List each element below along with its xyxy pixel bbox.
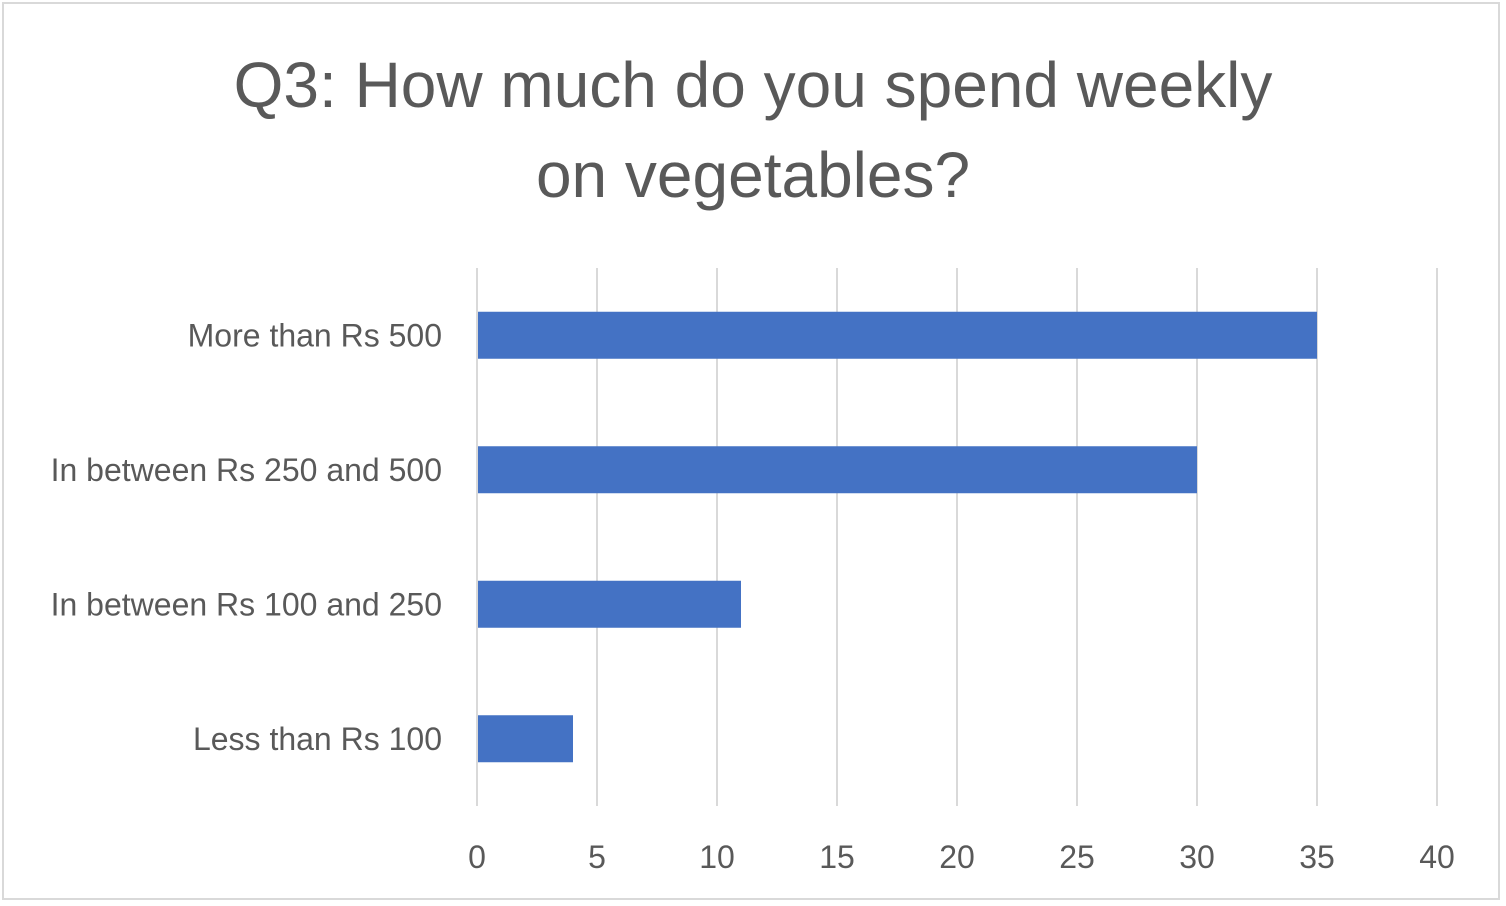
category-label-0: More than Rs 500 (188, 317, 442, 353)
bar-layer (478, 311, 1317, 763)
x-tick-label-35: 35 (1299, 839, 1335, 875)
x-tick-labels: 0 5 10 15 20 25 30 35 40 (468, 839, 1455, 875)
chart-title: Q3: How much do you spend weekly on vege… (0, 40, 1506, 220)
x-tick-label-15: 15 (819, 839, 855, 875)
category-label-3: Less than Rs 100 (193, 721, 442, 757)
x-tick-label-25: 25 (1059, 839, 1095, 875)
bar-0 (478, 311, 1317, 359)
chart-title-line-1: Q3: How much do you spend weekly (233, 49, 1273, 121)
x-tick-label-10: 10 (699, 839, 735, 875)
category-labels: More than Rs 500 In between Rs 250 and 50… (51, 317, 442, 757)
x-tick-label-40: 40 (1419, 839, 1455, 875)
chart-title-line-2: on vegetables? (535, 139, 971, 211)
bar-3 (478, 715, 573, 763)
category-label-2: In between Rs 100 and 250 (51, 586, 442, 622)
category-label-1: In between Rs 250 and 500 (51, 452, 442, 488)
x-tick-label-30: 30 (1179, 839, 1215, 875)
x-tick-label-5: 5 (588, 839, 606, 875)
x-tick-label-0: 0 (468, 839, 486, 875)
x-tick-label-20: 20 (939, 839, 975, 875)
bar-2 (478, 580, 741, 628)
bar-1 (478, 446, 1197, 494)
